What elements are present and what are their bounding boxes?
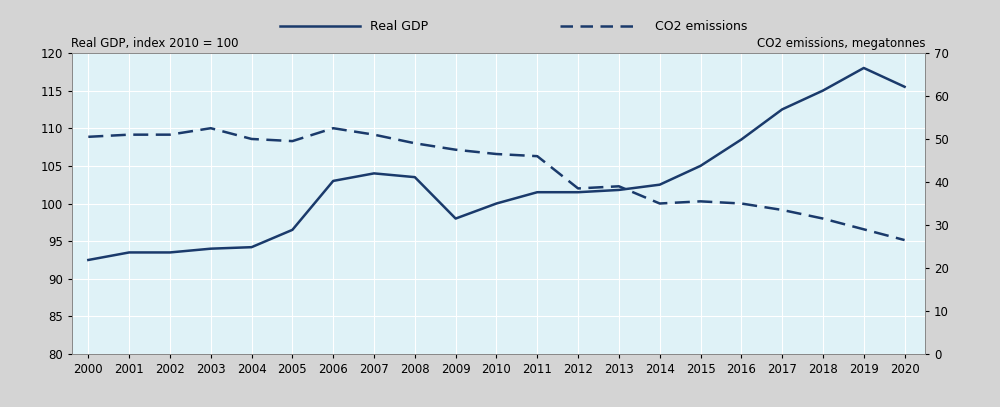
Text: CO2 emissions, megatonnes: CO2 emissions, megatonnes — [757, 37, 926, 50]
Text: CO2 emissions: CO2 emissions — [655, 20, 747, 33]
Text: Real GDP, index 2010 = 100: Real GDP, index 2010 = 100 — [71, 37, 239, 50]
Text: Real GDP: Real GDP — [370, 20, 428, 33]
